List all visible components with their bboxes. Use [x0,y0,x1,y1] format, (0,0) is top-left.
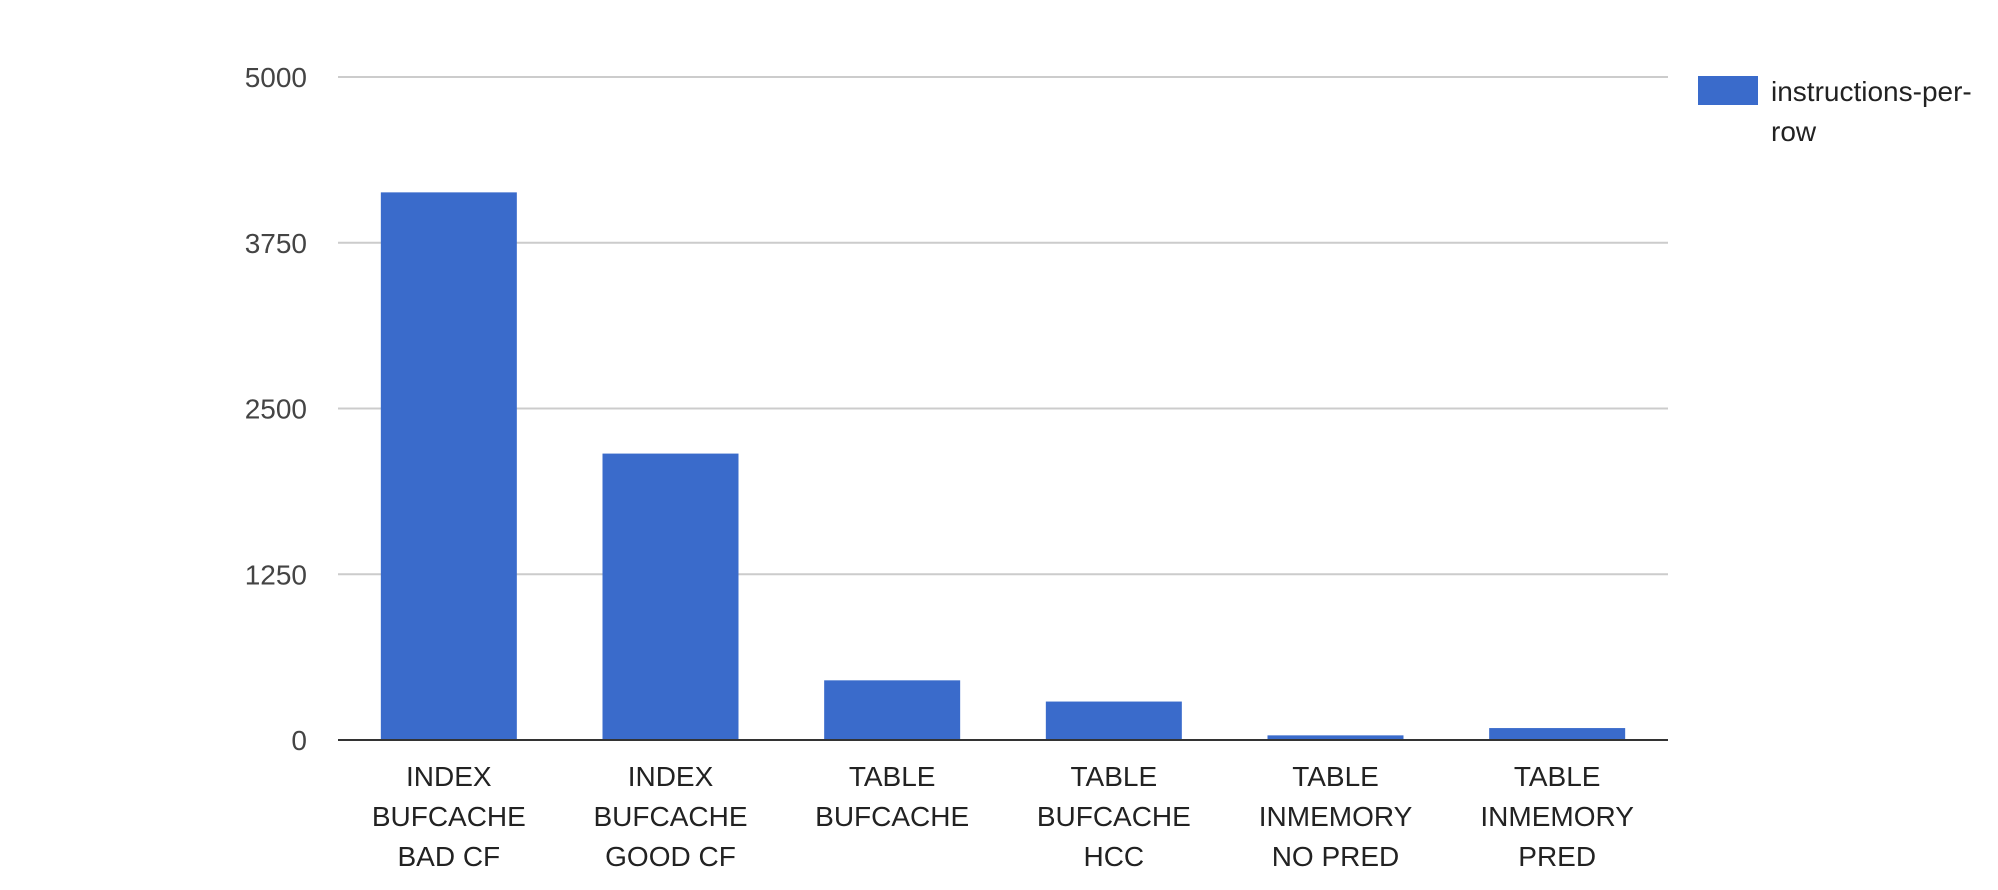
x-tick-label-line: TABLE [1514,761,1601,792]
x-tick-label: TABLE BUFCACHE HCC [1037,761,1191,872]
bars [380,192,1626,740]
y-tick-label: 5000 [245,62,307,93]
x-tick-label-line: INDEX [628,761,714,792]
bar [1267,735,1404,740]
legend: instructions-per-row [1698,76,1972,147]
y-tick-label: 1250 [245,559,307,590]
x-tick-label-line: BUFCACHE [372,801,526,832]
x-tick-label: TABLE INMEMORY NO PRED [1259,761,1413,872]
x-tick-label-line: GOOD CF [605,841,736,872]
x-tick-label: INDEX BUFCACHE GOOD CF [593,761,747,872]
bar [1045,701,1182,740]
legend-swatch [1698,76,1758,105]
y-tick-label: 3750 [245,228,307,259]
x-tick-label: TABLE BUFCACHE [815,761,969,832]
x-tick-label-line: TABLE [1292,761,1379,792]
y-tick-label: 0 [291,725,307,756]
legend-label: instructions-per-row [1771,76,1972,147]
x-tick-label-line: BUFCACHE [593,801,747,832]
x-tick-label: TABLE INMEMORY PRED [1480,761,1634,872]
x-tick-label-line: INDEX [406,761,492,792]
legend-label-line: instructions-per- [1771,76,1972,107]
x-tick-label-line: NO PRED [1272,841,1400,872]
bar [824,680,961,740]
x-tick-label-line: BUFCACHE [815,801,969,832]
y-tick-label: 2500 [245,394,307,425]
x-tick-label-line: INMEMORY [1259,801,1413,832]
legend-label-line: row [1771,116,1817,147]
x-tick-label-line: HCC [1083,841,1144,872]
x-tick-label-line: BUFCACHE [1037,801,1191,832]
x-tick-label-line: BAD CF [397,841,500,872]
bar [1489,728,1626,740]
bar [602,453,739,740]
x-tick-label-line: PRED [1518,841,1596,872]
bar [380,192,517,740]
x-tick-label-line: INMEMORY [1480,801,1634,832]
gridlines [338,76,1668,576]
x-tick-label-line: TABLE [1071,761,1158,792]
x-tick-label-line: TABLE [849,761,936,792]
x-tick-label: INDEX BUFCACHE BAD CF [372,761,526,872]
